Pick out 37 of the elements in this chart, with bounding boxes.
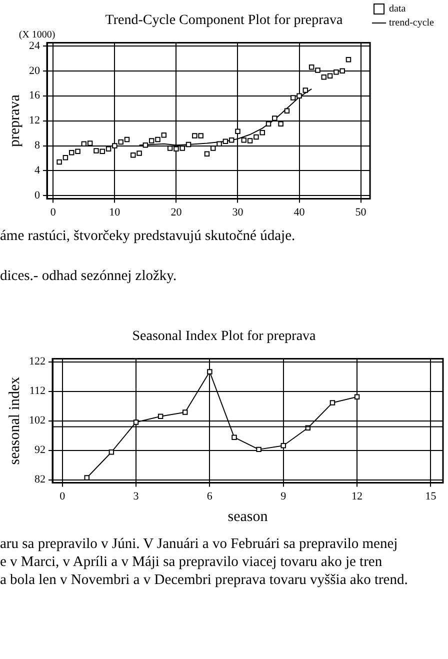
x-tick-label: 10: [109, 206, 121, 218]
y-axis-title: preprava: [6, 94, 23, 148]
y-tick-label: 92: [34, 444, 46, 456]
x-tick-label: 20: [170, 206, 182, 218]
y-tick-label: 122: [29, 356, 46, 368]
legend-label: trend-cycle: [389, 18, 435, 29]
y-tick-label: 20: [29, 64, 40, 77]
x-tick-label: 30: [232, 206, 244, 218]
y-tick-label: 0: [34, 190, 40, 202]
y-axis-title: seasonal index: [6, 376, 23, 465]
legend-label: data: [389, 4, 406, 15]
x-tick-label: 50: [355, 206, 367, 218]
y-tick-label: 4: [34, 164, 40, 177]
y-tick-label: 24: [29, 40, 40, 52]
x-tick-label: 9: [280, 490, 287, 502]
text: e v Marci, v Apríli a v Máji sa prepravilo viacej tovaru ako je tren: [0, 554, 382, 571]
x-tick-label: 6: [206, 490, 213, 502]
text: áme rastúci, štvorčeky predstavujú skutočné údaje.: [0, 228, 296, 245]
text: aru sa prepravilo v Júni. V Januári a vo Februári sa prepravilo menej: [0, 536, 398, 553]
x-tick-label: 3: [133, 490, 140, 502]
text: (X 1000): [18, 29, 56, 40]
text: a bola len v Novembri a v Decembri preprava tovaru vyššia ako trend.: [0, 572, 408, 589]
y-tick-label: 112: [29, 385, 46, 398]
y-tick-label: 82: [34, 474, 46, 486]
x-tick-label: 0: [50, 206, 56, 218]
y-tick-label: 12: [29, 114, 40, 127]
x-tick-label: 15: [425, 490, 437, 502]
y-tick-label: 8: [34, 140, 40, 152]
x-axis-title: season: [228, 508, 268, 525]
chart-title: Trend-Cycle Component Plot for preprava: [105, 13, 344, 28]
y-tick-label: 16: [29, 90, 40, 102]
x-tick-label: 0: [60, 490, 66, 502]
x-tick-label: 12: [352, 490, 363, 502]
y-tick-label: 102: [29, 414, 46, 427]
x-tick-label: 40: [294, 206, 306, 218]
chart-title: Seasonal Index Plot for preprava: [132, 329, 317, 344]
text: dices.- odhad sezónnej zložky.: [0, 268, 177, 285]
